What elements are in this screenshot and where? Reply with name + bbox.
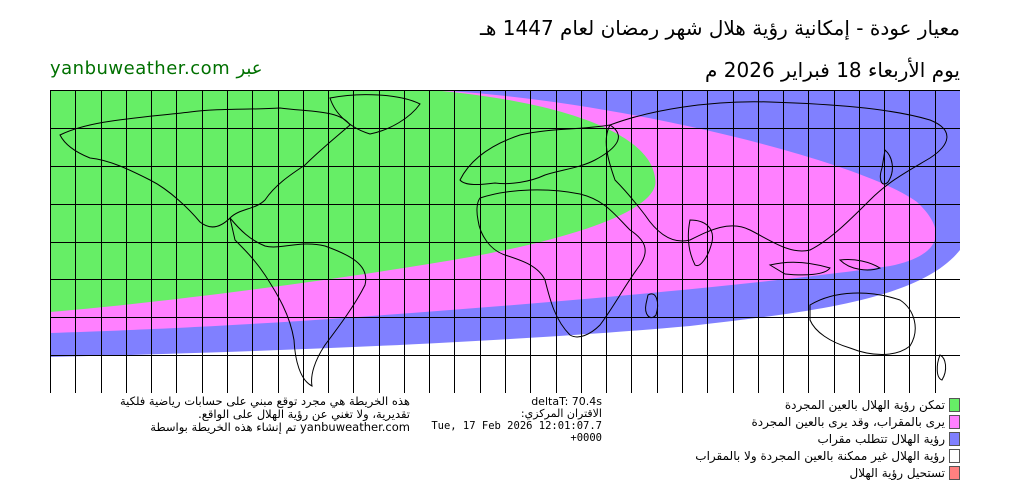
legend-swatch-icon [949,465,960,480]
legend-item: تستحيل رؤية الهلال [640,464,960,481]
deltat-value: deltaT: 70.4s [531,395,602,408]
conjunction-label: الاقتران المركزي: [520,407,602,420]
disclaimer-line: تقديرية، ولا تغني عن رؤية الهلال على الو… [198,407,410,421]
map-title: معيار عودة - إمكانية رؤية هلال شهر رمضان… [480,16,960,40]
disclaimer-block: هذه الخريطة هي مجرد توقع مبني على حسابات… [50,395,410,434]
disclaimer-line: هذه الخريطة هي مجرد توقع مبني على حسابات… [119,394,410,408]
legend-swatch-icon [949,414,960,429]
legend-label: تستحيل رؤية الهلال [849,465,945,480]
map-legend: تمكن رؤية الهلال بالعين المجردة يرى بالم… [640,396,960,481]
world-map-svg [50,90,960,393]
legend-label: رؤية الهلال تتطلب مقراب [817,431,945,446]
legend-label: تمكن رؤية الهلال بالعين المجردة [784,397,945,412]
zone-naked-eye [50,90,656,312]
map-date: يوم الأربعاء 18 فبراير 2026 م [705,58,960,82]
disclaimer-line: yanbuweather.com تم إنشاء هذه الخريطة بو… [150,420,410,434]
legend-item: يرى بالمقراب، وقد يرى بالعين المجردة [640,413,960,430]
legend-swatch-icon [949,397,960,412]
legend-item: تمكن رؤية الهلال بالعين المجردة [640,396,960,413]
conjunction-time: Tue, 17 Feb 2026 12:01:07.7 +0000 [431,420,602,444]
legend-swatch-icon [949,431,960,446]
source-credit: yanbuweather.com عبر [50,58,263,79]
legend-item: رؤية الهلال تتطلب مقراب [640,430,960,447]
legend-item: رؤية الهلال غير ممكنة بالعين المجردة ولا… [640,447,960,464]
conjunction-info: deltaT: 70.4s الاقتران المركزي: Tue, 17 … [412,395,602,445]
visibility-map [50,90,960,393]
legend-label: يرى بالمقراب، وقد يرى بالعين المجردة [751,414,945,429]
legend-swatch-icon [949,448,960,463]
legend-label: رؤية الهلال غير ممكنة بالعين المجردة ولا… [695,448,945,463]
continent-outlines [59,94,948,387]
